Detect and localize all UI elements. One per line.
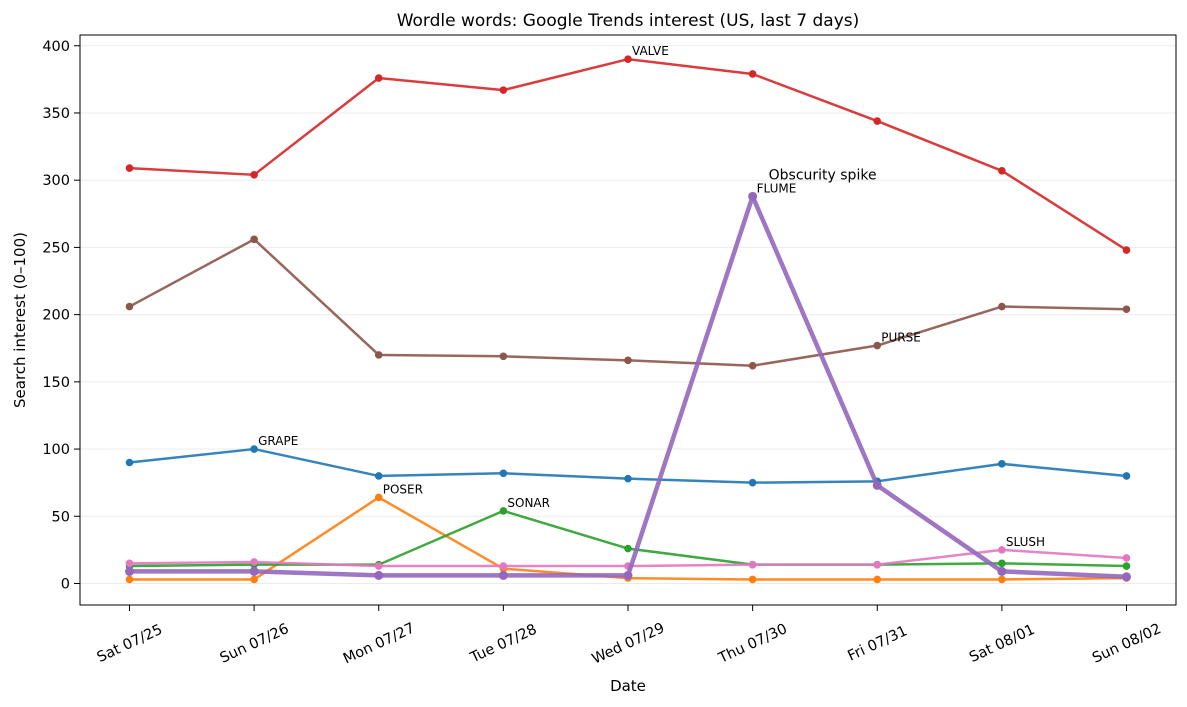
- data-point-purse: [499, 352, 508, 361]
- series-line-purse: [128, 238, 1128, 367]
- data-point-flume: [997, 566, 1007, 576]
- data-point-flume: [374, 570, 384, 580]
- series-grape: [125, 445, 1131, 487]
- plot-frame: [79, 34, 1177, 606]
- x-tick-label: Sat 08/01: [967, 622, 1037, 666]
- data-point-poser: [250, 575, 258, 584]
- data-point-purse: [374, 351, 383, 359]
- y-tick-label: 0: [61, 576, 70, 592]
- data-point-slush: [499, 562, 508, 570]
- data-point-slush: [748, 560, 757, 569]
- data-point-grape: [624, 474, 632, 483]
- data-point-purse: [250, 235, 258, 244]
- series-line-sonar: [128, 509, 1128, 568]
- data-point-sonar: [624, 544, 632, 553]
- data-point-slush: [1122, 554, 1131, 562]
- data-point-poser: [998, 575, 1006, 584]
- data-point-slush: [374, 562, 383, 570]
- data-point-valve: [250, 171, 258, 179]
- data-point-purse: [998, 302, 1006, 311]
- data-point-poser: [873, 575, 882, 584]
- data-point-sonar: [1122, 562, 1131, 570]
- label-layer: GRAPE POSER SONAR VALVE PURSE SLUSH FLUMEObscu…: [258, 44, 1045, 549]
- x-axis-label: Date: [610, 677, 646, 695]
- data-point-grape: [499, 469, 508, 478]
- y-tick-label: 150: [42, 375, 70, 391]
- y-tick-label: 100: [42, 442, 70, 458]
- data-point-valve: [873, 117, 882, 125]
- series-layer: [125, 55, 1131, 584]
- x-tick-label: Wed 07/29: [590, 620, 667, 667]
- y-tick-label: 350: [42, 106, 70, 122]
- x-tick-label: Mon 07/27: [341, 620, 418, 667]
- series-label-poser: POSER: [383, 482, 423, 496]
- data-point-sonar: [998, 559, 1006, 568]
- y-axis-label: Search interest (0–100): [11, 232, 29, 408]
- y-tick-label: 400: [42, 39, 70, 55]
- data-point-grape: [374, 472, 383, 480]
- data-point-grape: [1122, 472, 1131, 480]
- x-tick-label: Thu 07/30: [715, 621, 789, 667]
- data-point-slush: [873, 560, 882, 569]
- data-point-grape: [125, 458, 134, 467]
- annotation-obscurity-spike: Obscurity spike: [769, 167, 877, 183]
- series-label-slush: SLUSH: [1006, 535, 1045, 549]
- data-point-sonar: [499, 507, 508, 515]
- data-point-slush: [125, 559, 134, 568]
- data-point-flume: [623, 570, 633, 580]
- grid-layer: [80, 45, 1176, 584]
- data-point-purse: [873, 341, 882, 350]
- data-point-purse: [1122, 305, 1131, 314]
- data-point-flume: [249, 566, 259, 576]
- data-point-purse: [125, 302, 134, 311]
- series-slush: [125, 546, 1131, 570]
- data-point-flume: [748, 191, 758, 201]
- data-point-purse: [748, 361, 757, 370]
- data-point-slush: [250, 558, 258, 566]
- data-point-flume: [1122, 572, 1131, 582]
- data-point-poser: [374, 493, 383, 502]
- data-point-valve: [748, 70, 757, 78]
- series-label-flume: FLUME: [757, 181, 797, 195]
- x-tick-label: Sun 07/26: [218, 621, 292, 667]
- data-point-purse: [624, 356, 632, 365]
- data-point-flume: [872, 480, 882, 490]
- series-valve: [125, 55, 1131, 254]
- data-point-valve: [624, 55, 632, 63]
- x-tick-label: Sun 08/02: [1090, 621, 1164, 667]
- data-point-slush: [998, 546, 1006, 554]
- data-point-valve: [1122, 246, 1131, 254]
- series-line-valve: [128, 57, 1128, 252]
- data-point-poser: [748, 575, 757, 584]
- y-tick-label: 250: [42, 240, 70, 256]
- data-point-grape: [998, 460, 1006, 468]
- data-point-grape: [748, 478, 757, 487]
- y-tick-label: 200: [42, 308, 70, 324]
- data-point-valve: [374, 74, 383, 82]
- series-label-sonar: SONAR: [507, 496, 550, 510]
- series-purse: [125, 235, 1131, 370]
- data-point-valve: [998, 166, 1006, 175]
- y-tick-label: 300: [42, 173, 70, 189]
- series-flume: [125, 191, 1131, 582]
- data-point-valve: [125, 164, 134, 172]
- chart-title: Wordle words: Google Trends interest (US…: [397, 11, 860, 31]
- data-point-flume: [498, 570, 508, 580]
- x-tick-label: Sat 07/25: [95, 622, 165, 666]
- series-line-flume: [127, 194, 1129, 580]
- series-label-valve: VALVE: [632, 44, 669, 58]
- data-point-poser: [125, 575, 134, 584]
- x-tick-label: Fri 07/31: [845, 623, 909, 664]
- x-tick-label: Tue 07/28: [467, 622, 539, 667]
- series-label-purse: PURSE: [881, 331, 921, 345]
- data-point-flume: [125, 566, 134, 576]
- data-point-grape: [250, 445, 258, 453]
- series-label-grape: GRAPE: [258, 434, 298, 448]
- data-point-valve: [499, 86, 508, 94]
- y-tick-label: 50: [52, 509, 70, 525]
